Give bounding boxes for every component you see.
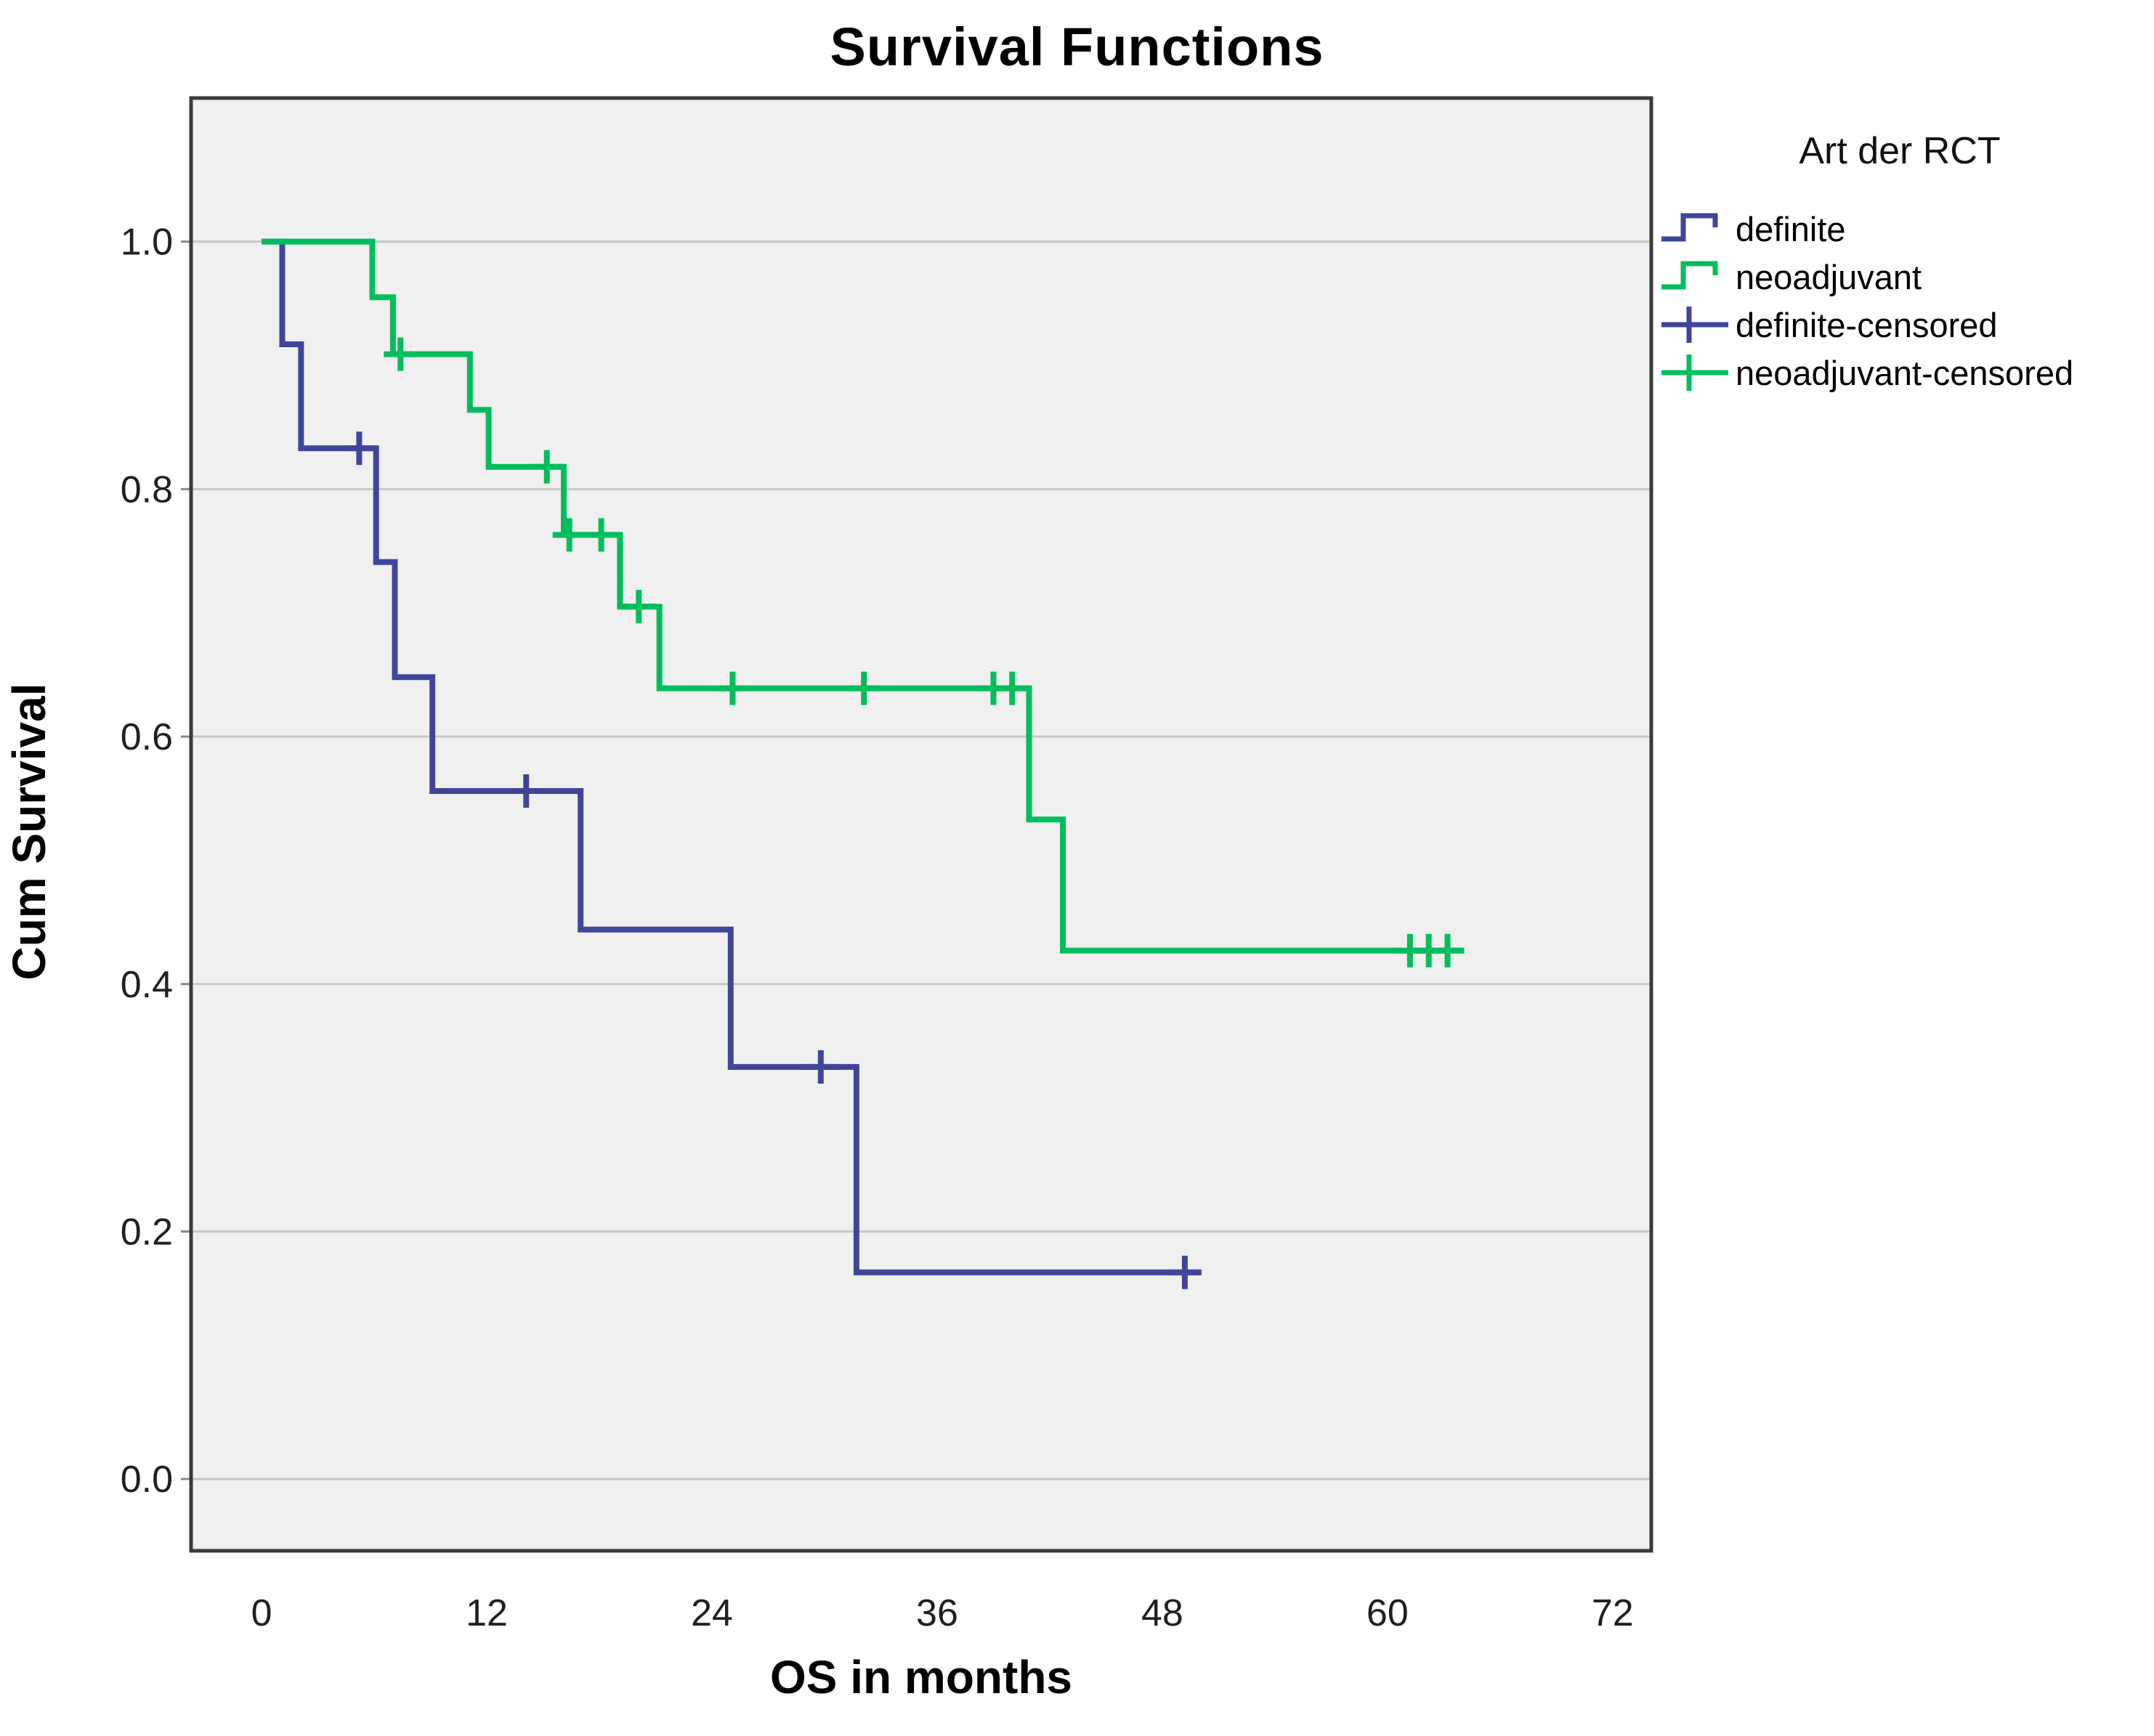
definite-line-swatch-icon bbox=[1661, 213, 1718, 242]
definite-censor-mark bbox=[509, 774, 543, 808]
legend: Art der RCT definite neoadjuvant definite-… bbox=[1660, 129, 2154, 397]
legend-label: definite-censored bbox=[1736, 305, 1998, 344]
legend-item-neoadjuvant: neoadjuvant bbox=[1660, 253, 2154, 301]
legend-label: definite bbox=[1736, 209, 1846, 248]
neoadjuvant-censor-mark bbox=[384, 337, 418, 371]
neoadjuvant-censor-mark bbox=[1430, 933, 1465, 968]
neoadjuvant-censor-mark bbox=[716, 671, 750, 705]
legend-label: neoadjuvant-censored bbox=[1736, 353, 2074, 392]
neoadjuvant-censor-mark bbox=[622, 590, 656, 624]
neoadjuvant-curve bbox=[262, 238, 1463, 954]
y-tick-label: 0.2 bbox=[121, 1211, 173, 1253]
y-tick-label: 1.0 bbox=[121, 222, 173, 264]
neoadjuvant-censor-mark bbox=[995, 671, 1029, 705]
x-tick-label: 36 bbox=[916, 1592, 958, 1634]
x-tick-label: 60 bbox=[1367, 1592, 1409, 1634]
x-tick-label: 48 bbox=[1141, 1592, 1183, 1634]
neoadjuvant-censor-mark bbox=[584, 518, 618, 552]
legend-item-neoadjuvant-censored: neoadjuvant-censored bbox=[1660, 349, 2154, 397]
y-tick-label: 0.0 bbox=[121, 1459, 173, 1501]
legend-item-definite-censored: definite-censored bbox=[1660, 301, 2154, 349]
definite-censor-mark bbox=[803, 1050, 838, 1084]
definite-censor-mark bbox=[342, 431, 376, 466]
definite-censor-mark bbox=[1167, 1255, 1202, 1289]
x-tick-label: 12 bbox=[466, 1592, 508, 1634]
y-tick-label: 0.4 bbox=[121, 964, 173, 1006]
neoadjuvant-censor-mark bbox=[530, 450, 564, 484]
y-tick-label: 0.6 bbox=[121, 716, 173, 758]
legend-title: Art der RCT bbox=[1799, 130, 2001, 172]
x-tick-label: 72 bbox=[1592, 1592, 1634, 1634]
legend-item-definite: definite bbox=[1660, 205, 2154, 253]
neoadjuvant-censor-mark bbox=[552, 518, 586, 552]
neoadjuvant-censored-swatch-icon bbox=[1661, 354, 1728, 391]
y-tick-label: 0.8 bbox=[121, 469, 173, 511]
plot-area bbox=[191, 98, 1651, 1551]
x-axis-label: OS in months bbox=[770, 1651, 1072, 1703]
neoadjuvant-line-swatch-icon bbox=[1661, 261, 1718, 290]
chart-title: Survival Functions bbox=[830, 17, 1324, 77]
x-tick-label: 0 bbox=[251, 1592, 272, 1634]
x-tick-label: 24 bbox=[691, 1592, 733, 1634]
definite-censored-swatch-icon bbox=[1661, 307, 1728, 343]
definite-curve bbox=[262, 238, 1198, 1275]
neoadjuvant-censor-mark bbox=[847, 671, 881, 705]
legend-label: neoadjuvant bbox=[1736, 257, 1922, 296]
plot-frame bbox=[189, 96, 1653, 1553]
